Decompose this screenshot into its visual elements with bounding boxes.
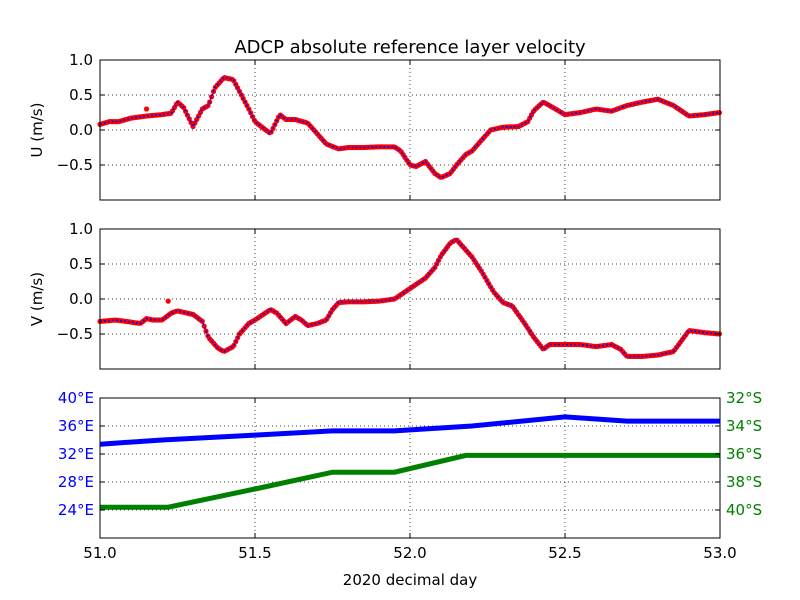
y-tick-label: 0.5	[69, 86, 93, 104]
y-tick-label-right: 38°S	[726, 473, 762, 491]
y-tick-label-left: 32°E	[58, 445, 94, 463]
x-tick-label: 52.5	[548, 544, 581, 562]
measurement-point	[716, 110, 723, 116]
longitude-line	[99, 414, 720, 447]
position-panel: 40°E 36°E 32°E 28°E 24°E 32°S 34°S 36°S 38°S 40°S…	[58, 389, 762, 562]
x-tick-label: 51.0	[83, 544, 116, 562]
u-velocity-panel: 1.0 0.5 0.0 −0.5 U (m/s)	[28, 51, 723, 201]
y-axis-label: V (m/s)	[28, 272, 46, 326]
y-tick-label: −0.5	[57, 325, 93, 343]
y-tick-label: 1.0	[69, 220, 93, 238]
y-axis-label: U (m/s)	[28, 103, 46, 158]
y-tick-label: 1.0	[69, 51, 93, 69]
velocity-line	[99, 76, 721, 179]
y-tick-label: −0.5	[57, 156, 93, 174]
latitude-line	[100, 452, 720, 510]
y-tick-label: 0.0	[69, 290, 93, 308]
measurement-points	[97, 75, 723, 180]
y-tick-label-left: 24°E	[58, 501, 94, 519]
y-tick-label-right: 40°S	[726, 501, 762, 519]
x-tick-label: 53.0	[703, 544, 736, 562]
y-tick-label-left: 40°E	[58, 389, 94, 407]
y-tick-label-right: 32°S	[726, 389, 762, 407]
y-tick-label-left: 28°E	[58, 473, 94, 491]
y-tick-label-right: 34°S	[726, 417, 762, 435]
outlier-point	[165, 298, 171, 304]
x-axis-label: 2020 decimal day	[343, 571, 478, 589]
chart-title: ADCP absolute reference layer velocity	[234, 37, 586, 58]
outlier-point	[143, 106, 150, 112]
x-tick-label: 51.5	[238, 544, 271, 562]
v-velocity-panel: 1.0 0.5 0.0 −0.5 V (m/s)	[28, 220, 723, 370]
measurement-points	[97, 237, 723, 359]
y-tick-label: 0.5	[69, 255, 93, 273]
y-tick-label-left: 36°E	[58, 417, 94, 435]
x-tick-label: 52.0	[393, 544, 426, 562]
y-tick-label-right: 36°S	[726, 445, 762, 463]
y-tick-label: 0.0	[69, 121, 93, 139]
